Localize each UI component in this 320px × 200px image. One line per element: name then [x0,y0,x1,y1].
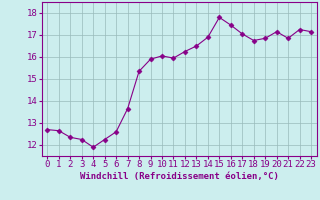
X-axis label: Windchill (Refroidissement éolien,°C): Windchill (Refroidissement éolien,°C) [80,172,279,181]
